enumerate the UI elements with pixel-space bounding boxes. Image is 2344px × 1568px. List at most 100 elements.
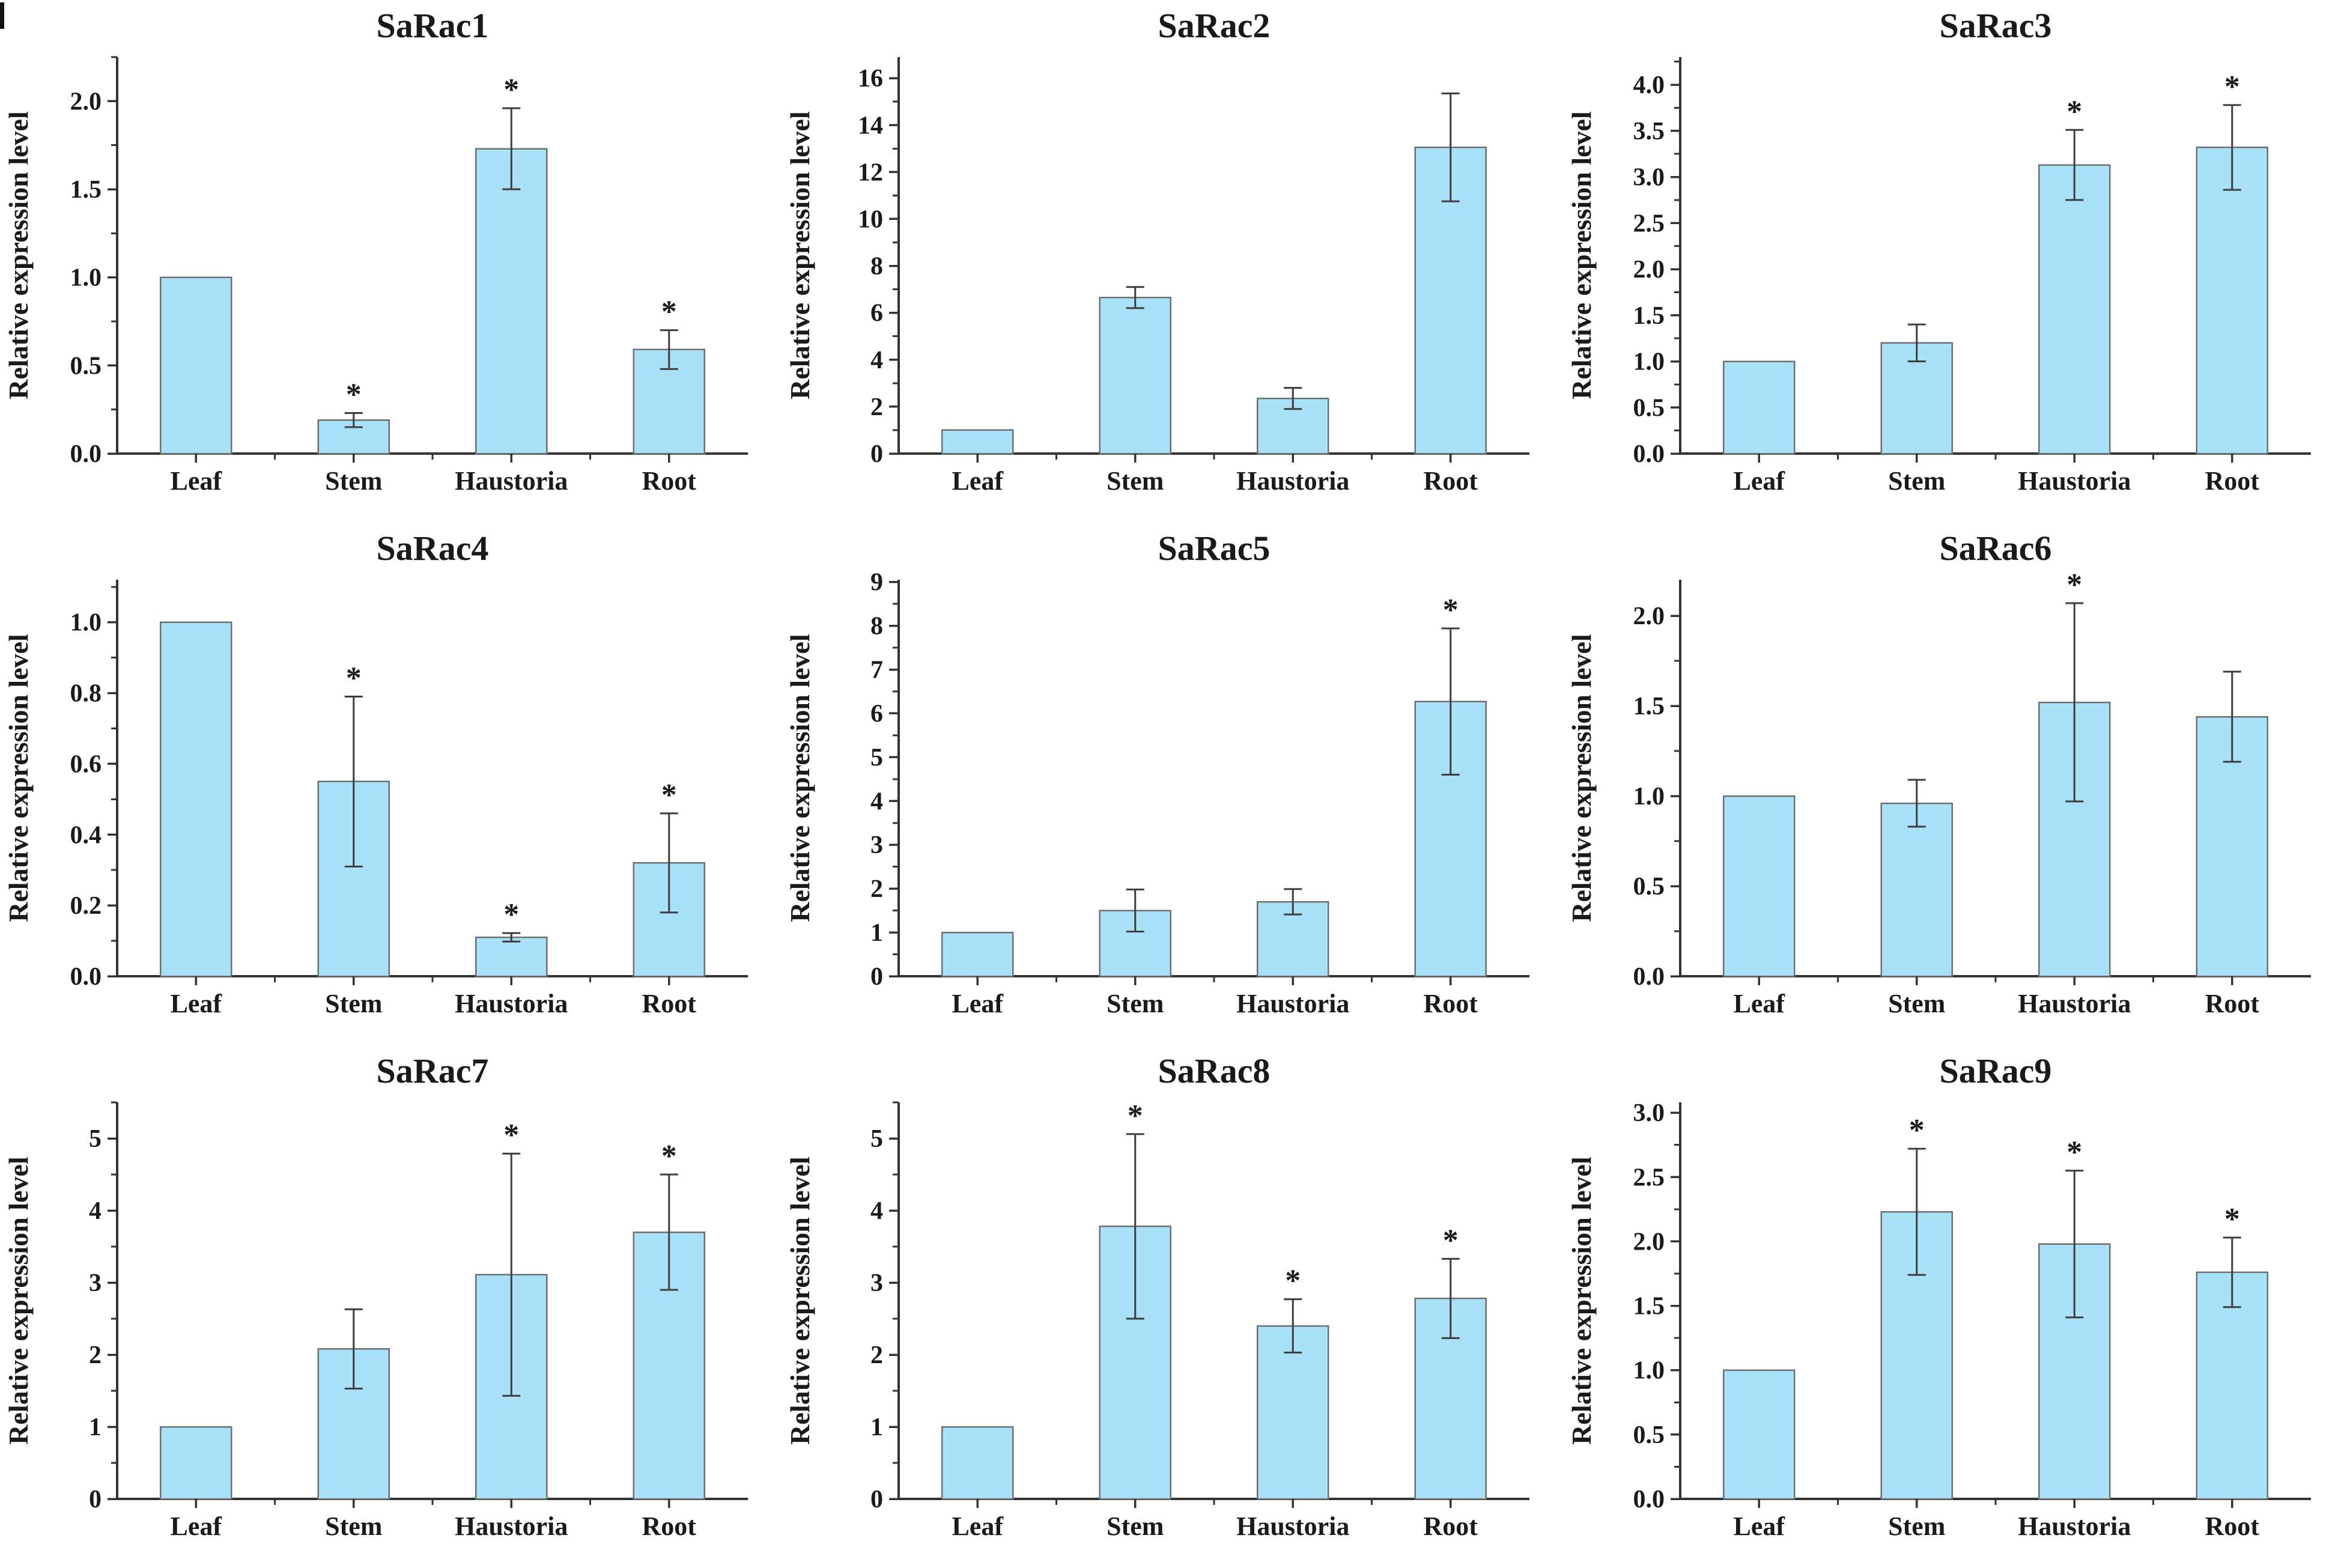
category-label-haustoria: Haustoria [1236,1512,1349,1541]
y-axis-label: Relative expression level [1566,111,1597,400]
y-axis-label: Relative expression level [1566,1156,1597,1445]
y-tick-label: 0.5 [1633,1421,1665,1449]
bar-chart-sarac8: SaRac8 Relative expression level 0 1 2 3 4 5 Lea… [785,1051,1529,1541]
significance-star: * [2066,94,2082,129]
significance-star: * [2066,1135,2082,1170]
category-label-stem: Stem [325,1512,382,1541]
bar-leaf [159,276,232,455]
y-tick-label: 4 [870,1197,883,1225]
category-label-haustoria: Haustoria [455,1512,568,1541]
category-label-leaf: Leaf [1733,1512,1785,1541]
significance-star: * [2224,70,2240,104]
bar-chart-sarac7: SaRac7 Relative expression level 0 1 2 3 4 5 Lea… [3,1051,748,1541]
y-axis-label: Relative expression level [785,1156,815,1445]
y-tick-label: 4 [89,1197,102,1225]
y-tick-label: 3 [870,1269,883,1297]
y-tick-label: 0.4 [70,821,102,849]
bar-root [2196,147,2269,455]
chart-title: SaRac4 [377,529,489,568]
category-label-root: Root [642,466,697,496]
bar-leaf [1722,1369,1796,1500]
category-label-root: Root [1424,989,1478,1018]
y-axis-label: Relative expression level [3,634,34,922]
y-tick-label: 0.0 [1633,963,1665,991]
category-label-haustoria: Haustoria [455,466,568,496]
y-tick-label: 6 [870,300,883,327]
edge-artifact [0,2,4,29]
y-tick-label: 3 [89,1269,102,1297]
bar-leaf [941,931,1014,977]
y-tick-label: 1.5 [1633,302,1665,330]
bar-haustoria [475,148,548,455]
category-label-leaf: Leaf [952,466,1004,496]
category-label-haustoria: Haustoria [1236,466,1349,496]
bar-leaf [1722,360,1796,455]
y-tick-label: 14 [858,112,883,139]
y-tick-label: 3 [870,831,883,859]
y-tick-label: 2.0 [1633,256,1665,284]
y-tick-label: 2.0 [1633,603,1665,630]
category-label-root: Root [2205,989,2260,1018]
y-axis-label: Relative expression level [3,111,34,400]
bar-stem [1099,297,1172,455]
significance-star: * [346,661,362,695]
y-tick-label: 2.5 [1633,210,1665,237]
y-tick-label: 2.0 [70,88,102,115]
category-label-leaf: Leaf [1733,466,1785,496]
significance-star: * [2066,568,2082,602]
y-tick-label: 0.0 [70,963,102,991]
y-tick-label: 10 [858,205,883,233]
significance-star: * [1909,1113,1925,1147]
y-tick-label: 6 [870,700,883,728]
category-label-root: Root [642,989,697,1018]
y-tick-label: 2 [89,1342,102,1369]
y-axis-label: Relative expression level [3,1156,34,1445]
y-tick-label: 12 [858,159,883,186]
y-tick-label: 2 [870,394,883,421]
category-label-leaf: Leaf [170,466,222,496]
bar-haustoria [2038,164,2111,455]
significance-star: * [661,1139,677,1173]
chart-title: SaRac7 [377,1051,489,1090]
y-tick-label: 1.0 [1633,783,1665,810]
chart-panel-sarac8: SaRac8 Relative expression level 0 1 2 3 4 5 Lea… [782,1045,1562,1568]
chart-panel-sarac6: SaRac6 Relative expression level 0.0 0.5 1.0… [1563,523,2344,1045]
y-tick-label: 1.0 [70,264,102,292]
significance-star: * [503,73,519,107]
significance-star: * [503,1118,519,1152]
significance-star: * [661,778,677,812]
y-tick-label: 0.0 [1633,440,1665,468]
y-tick-label: 9 [870,569,883,597]
bar-chart-sarac3: SaRac3 Relative expression level 0.0 0.5 1.0… [1566,6,2311,496]
y-tick-label: 0.0 [70,440,102,468]
category-label-haustoria: Haustoria [1236,989,1349,1018]
category-label-haustoria: Haustoria [2018,989,2131,1018]
bar-leaf [159,1426,232,1500]
y-tick-label: 5 [870,1125,883,1153]
category-label-stem: Stem [1888,1512,1945,1541]
category-label-stem: Stem [1107,1512,1164,1541]
category-label-root: Root [2205,1512,2260,1541]
y-tick-label: 2 [870,1342,883,1369]
y-tick-label: 2.5 [1633,1164,1665,1191]
y-tick-label: 0.5 [1633,394,1665,422]
y-tick-label: 1.5 [70,176,102,204]
y-tick-label: 4.0 [1633,71,1665,99]
y-tick-label: 0.2 [70,892,102,920]
bar-haustoria [1256,1325,1329,1500]
category-label-leaf: Leaf [952,989,1004,1018]
chart-title: SaRac8 [1158,1051,1271,1090]
bar-chart-sarac1: SaRac1 Relative expression level 0.0 0.5 1.0… [3,6,748,496]
chart-panel-sarac9: SaRac9 Relative expression level 0.0 0.5 1.0… [1563,1045,2344,1568]
y-tick-label: 0 [870,440,883,468]
category-label-haustoria: Haustoria [2018,1512,2131,1541]
category-label-leaf: Leaf [170,1512,222,1541]
chart-panel-sarac5: SaRac5 Relative expression level 0 1 2 3 4 5 6 7 8… [782,523,1562,1045]
y-tick-label: 2.0 [1633,1228,1665,1256]
category-label-root: Root [642,1512,697,1541]
y-tick-label: 3.0 [1633,164,1665,192]
significance-star: * [1128,1099,1143,1133]
y-tick-label: 1.0 [1633,1357,1665,1385]
category-label-root: Root [1424,466,1478,496]
